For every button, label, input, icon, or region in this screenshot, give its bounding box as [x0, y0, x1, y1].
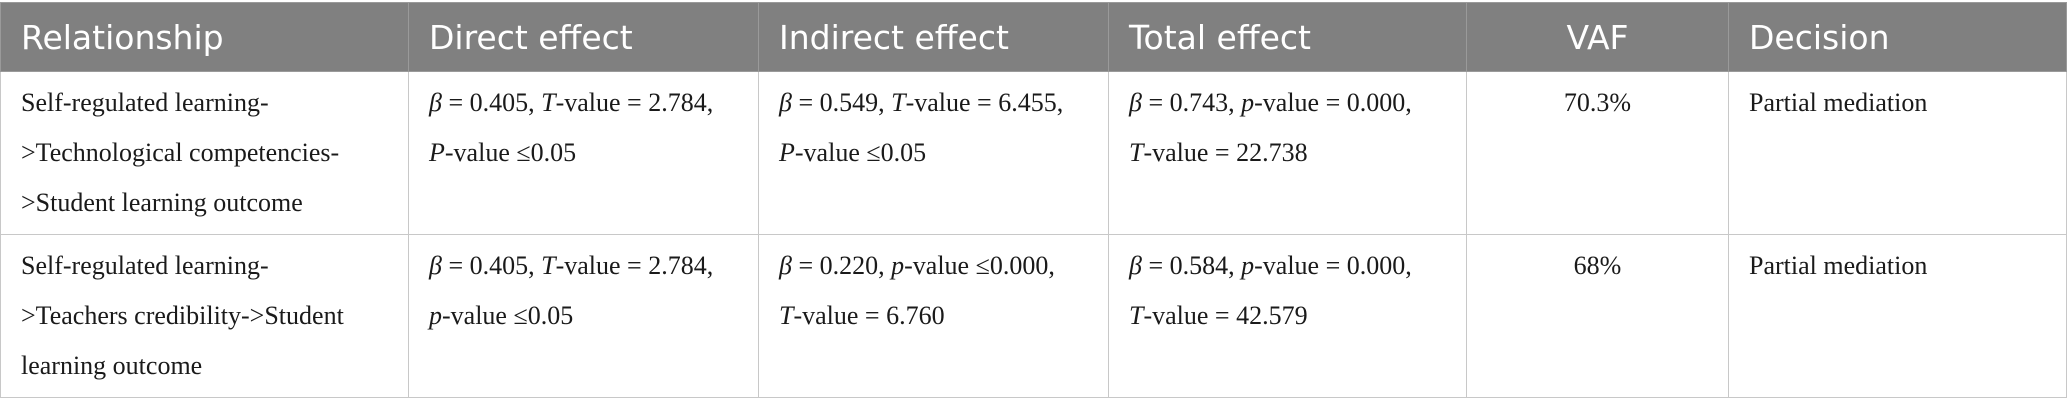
stat-symbol: p	[429, 301, 442, 330]
decision-cell: Partial mediation	[1728, 71, 2067, 235]
mediation-table: Relationship Direct effect Indirect effe…	[0, 2, 2067, 398]
relationship-line: Self-regulated learning-	[21, 88, 269, 117]
header-row: Relationship Direct effect Indirect effe…	[0, 2, 2067, 72]
stat-symbol: T	[1129, 301, 1144, 330]
stat-line: β = 0.405, T-value = 2.784,	[429, 78, 748, 128]
header-total-effect: Total effect	[1108, 2, 1467, 72]
stat-text: -value = 2.784,	[555, 251, 714, 280]
stat-symbol: p	[891, 251, 905, 280]
vaf-cell: 70.3%	[1466, 71, 1729, 235]
stat-line: p-value ≤0.05	[429, 291, 748, 341]
stat-symbol: T	[1129, 138, 1144, 167]
beta-symbol: β	[429, 251, 442, 280]
stat-line: P-value ≤0.05	[779, 128, 1098, 178]
stat-line: T-value = 6.760	[779, 291, 1098, 341]
stat-line: β = 0.220, p-value ≤0.000,	[779, 241, 1098, 291]
stat-text: -value = 0.000,	[1254, 251, 1412, 280]
total-effect-cell: β = 0.584, p-value = 0.000, T-value = 42…	[1108, 234, 1467, 398]
stat-line: β = 0.549, T-value = 6.455,	[779, 78, 1098, 128]
indirect-effect-cell: β = 0.549, T-value = 6.455, P-value ≤0.0…	[758, 71, 1109, 235]
header-decision: Decision	[1728, 2, 2067, 72]
stat-text: = 0.743,	[1141, 88, 1242, 117]
decision-cell: Partial mediation	[1728, 234, 2067, 398]
table-row: Self-regulated learning- >Teachers credi…	[0, 234, 2067, 398]
stat-text: -value = 6.455,	[905, 88, 1064, 117]
indirect-effect-cell: β = 0.220, p-value ≤0.000, T-value = 6.7…	[758, 234, 1109, 398]
stat-text: -value = 0.000,	[1254, 88, 1412, 117]
stat-text: -value ≤0.000,	[904, 251, 1055, 280]
stat-symbol: T	[541, 88, 556, 117]
stat-text: -value = 42.579	[1143, 301, 1308, 330]
relationship-cell: Self-regulated learning- >Technological …	[0, 71, 409, 235]
total-effect-cell: β = 0.743, p-value = 0.000, T-value = 22…	[1108, 71, 1467, 235]
direct-effect-cell: β = 0.405, T-value = 2.784, P-value ≤0.0…	[408, 71, 759, 235]
header-indirect-effect: Indirect effect	[758, 2, 1109, 72]
stat-symbol: T	[891, 88, 906, 117]
stat-line: β = 0.405, T-value = 2.784,	[429, 241, 748, 291]
stat-symbol: T	[779, 301, 794, 330]
beta-symbol: β	[429, 88, 442, 117]
relationship-line: learning outcome	[21, 351, 203, 380]
vaf-cell: 68%	[1466, 234, 1729, 398]
stat-symbol: P	[429, 138, 445, 167]
stat-symbol: T	[541, 251, 556, 280]
beta-symbol: β	[1129, 88, 1142, 117]
stat-text: = 0.584,	[1141, 251, 1242, 280]
stat-text: = 0.549,	[791, 88, 892, 117]
stat-symbol: p	[1241, 251, 1255, 280]
table-row: Self-regulated learning- >Technological …	[0, 71, 2067, 235]
direct-effect-cell: β = 0.405, T-value = 2.784, p-value ≤0.0…	[408, 234, 759, 398]
relationship-line: >Technological competencies-	[21, 138, 340, 167]
stat-line: β = 0.743, p-value = 0.000,	[1129, 78, 1456, 128]
stat-line: β = 0.584, p-value = 0.000,	[1129, 241, 1456, 291]
header-vaf: VAF	[1466, 2, 1729, 72]
stat-text: = 0.405,	[441, 251, 542, 280]
stat-text: = 0.220,	[791, 251, 892, 280]
stat-text: -value ≤0.05	[444, 138, 577, 167]
relationship-line: >Teachers credibility->Student	[21, 301, 344, 330]
stat-text: -value = 22.738	[1143, 138, 1308, 167]
stat-text: -value = 6.760	[793, 301, 945, 330]
beta-symbol: β	[779, 88, 792, 117]
header-relationship: Relationship	[0, 2, 409, 72]
stat-text: -value ≤0.05	[794, 138, 927, 167]
stat-line: T-value = 42.579	[1129, 291, 1456, 341]
relationship-line: >Student learning outcome	[21, 188, 303, 217]
stat-symbol: P	[779, 138, 795, 167]
beta-symbol: β	[1129, 251, 1142, 280]
beta-symbol: β	[779, 251, 792, 280]
stat-text: -value = 2.784,	[555, 88, 714, 117]
relationship-line: Self-regulated learning-	[21, 251, 269, 280]
stat-line: P-value ≤0.05	[429, 128, 748, 178]
stat-text: -value ≤0.05	[442, 301, 574, 330]
header-direct-effect: Direct effect	[408, 2, 759, 72]
stat-symbol: p	[1241, 88, 1255, 117]
stat-line: T-value = 22.738	[1129, 128, 1456, 178]
relationship-cell: Self-regulated learning- >Teachers credi…	[0, 234, 409, 398]
stat-text: = 0.405,	[441, 88, 542, 117]
